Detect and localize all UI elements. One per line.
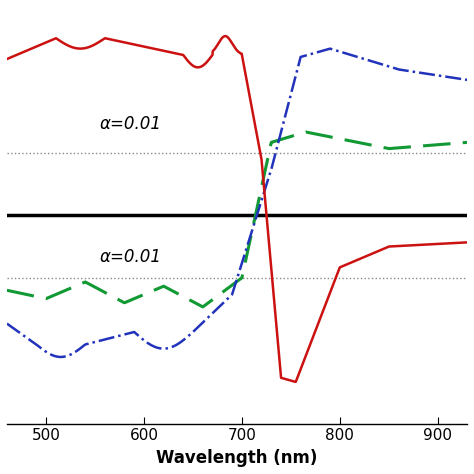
Text: α=0.01: α=0.01 <box>100 248 162 266</box>
Text: α=0.01: α=0.01 <box>100 115 162 133</box>
X-axis label: Wavelength (nm): Wavelength (nm) <box>156 449 318 467</box>
